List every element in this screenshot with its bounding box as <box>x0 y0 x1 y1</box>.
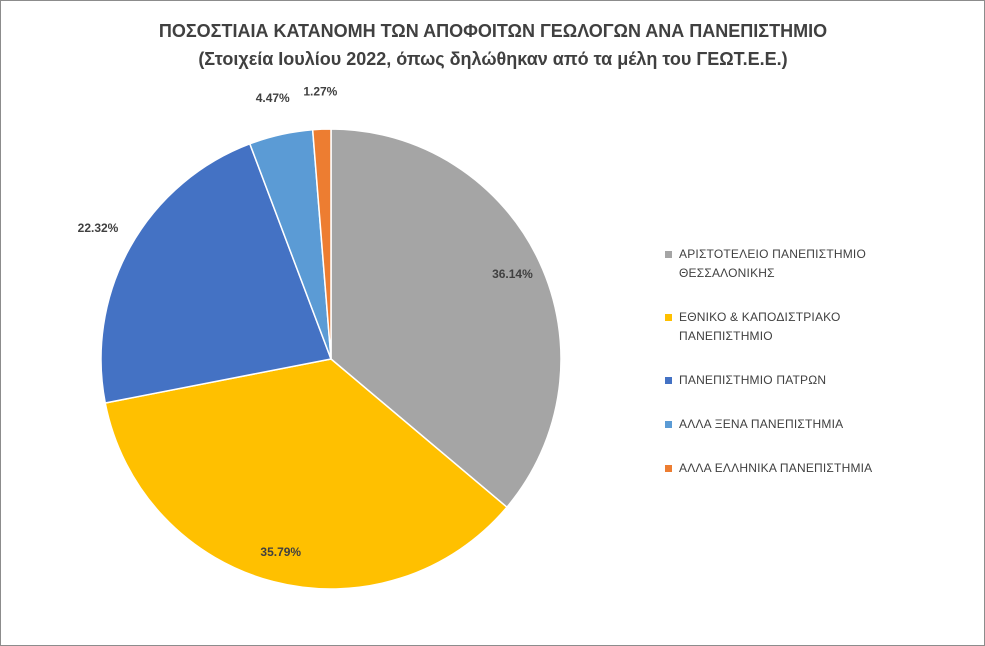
legend-swatch <box>665 421 672 428</box>
pie-slice <box>330 128 562 509</box>
legend-item: ΑΛΛΑ ΞΕΝΑ ΠΑΝΕΠΙΣΤΗΜΙΑ <box>665 415 975 434</box>
data-label: 22.32% <box>78 221 119 235</box>
legend-item: ΑΛΛΑ ΕΛΛΗΝΙΚΑ ΠΑΝΕΠΙΣΤΗΜΙΑ <box>665 459 975 478</box>
chart-subtitle: (Στοιχεία Ιουλίου 2022, όπως δηλώθηκαν α… <box>198 49 787 69</box>
legend-swatch <box>665 377 672 384</box>
data-label: 36.14% <box>492 267 533 281</box>
legend-item: ΑΡΙΣΤΟΤΕΛΕΙΟ ΠΑΝΕΠΙΣΤΗΜΙΟ ΘΕΣΣΑΛΟΝΙΚΗΣ <box>665 245 975 283</box>
legend-item: ΠΑΝΕΠΙΣΤΗΜΙΟ ΠΑΤΡΩΝ <box>665 371 975 390</box>
data-label: 4.47% <box>256 91 290 105</box>
legend-item: ΕΘΝΙΚΟ & ΚΑΠΟΔΙΣΤΡΙΑΚΟ ΠΑΝΕΠΙΣΤΗΜΙΟ <box>665 308 975 346</box>
legend: ΑΡΙΣΤΟΤΕΛΕΙΟ ΠΑΝΕΠΙΣΤΗΜΙΟ ΘΕΣΣΑΛΟΝΙΚΗΣ ΕΘ… <box>665 245 975 503</box>
legend-swatch <box>665 314 672 321</box>
data-label: 35.79% <box>260 545 301 559</box>
legend-label: ΠΑΝΕΠΙΣΤΗΜΙΟ ΠΑΤΡΩΝ <box>679 373 827 387</box>
chart-title: ΠΟΣΟΣΤΙΑΙΑ ΚΑΤΑΝΟΜΗ ΤΩΝ ΑΠΟΦΟΙΤΩΝ ΓΕΩΛΟΓ… <box>159 21 827 41</box>
pie-slice <box>311 128 332 360</box>
data-label: 1.27% <box>303 85 337 99</box>
legend-label: ΕΘΝΙΚΟ & ΚΑΠΟΔΙΣΤΡΙΑΚΟ ΠΑΝΕΠΙΣΤΗΜΙΟ <box>679 310 841 343</box>
pie-slice <box>104 358 508 590</box>
legend-swatch <box>665 465 672 472</box>
legend-label: ΑΛΛΑ ΞΕΝΑ ΠΑΝΕΠΙΣΤΗΜΙΑ <box>679 417 844 431</box>
legend-label: ΑΡΙΣΤΟΤΕΛΕΙΟ ΠΑΝΕΠΙΣΤΗΜΙΟ ΘΕΣΣΑΛΟΝΙΚΗΣ <box>679 247 866 280</box>
legend-label: ΑΛΛΑ ΕΛΛΗΝΙΚΑ ΠΑΝΕΠΙΣΤΗΜΙΑ <box>679 461 873 475</box>
legend-swatch <box>665 251 672 258</box>
